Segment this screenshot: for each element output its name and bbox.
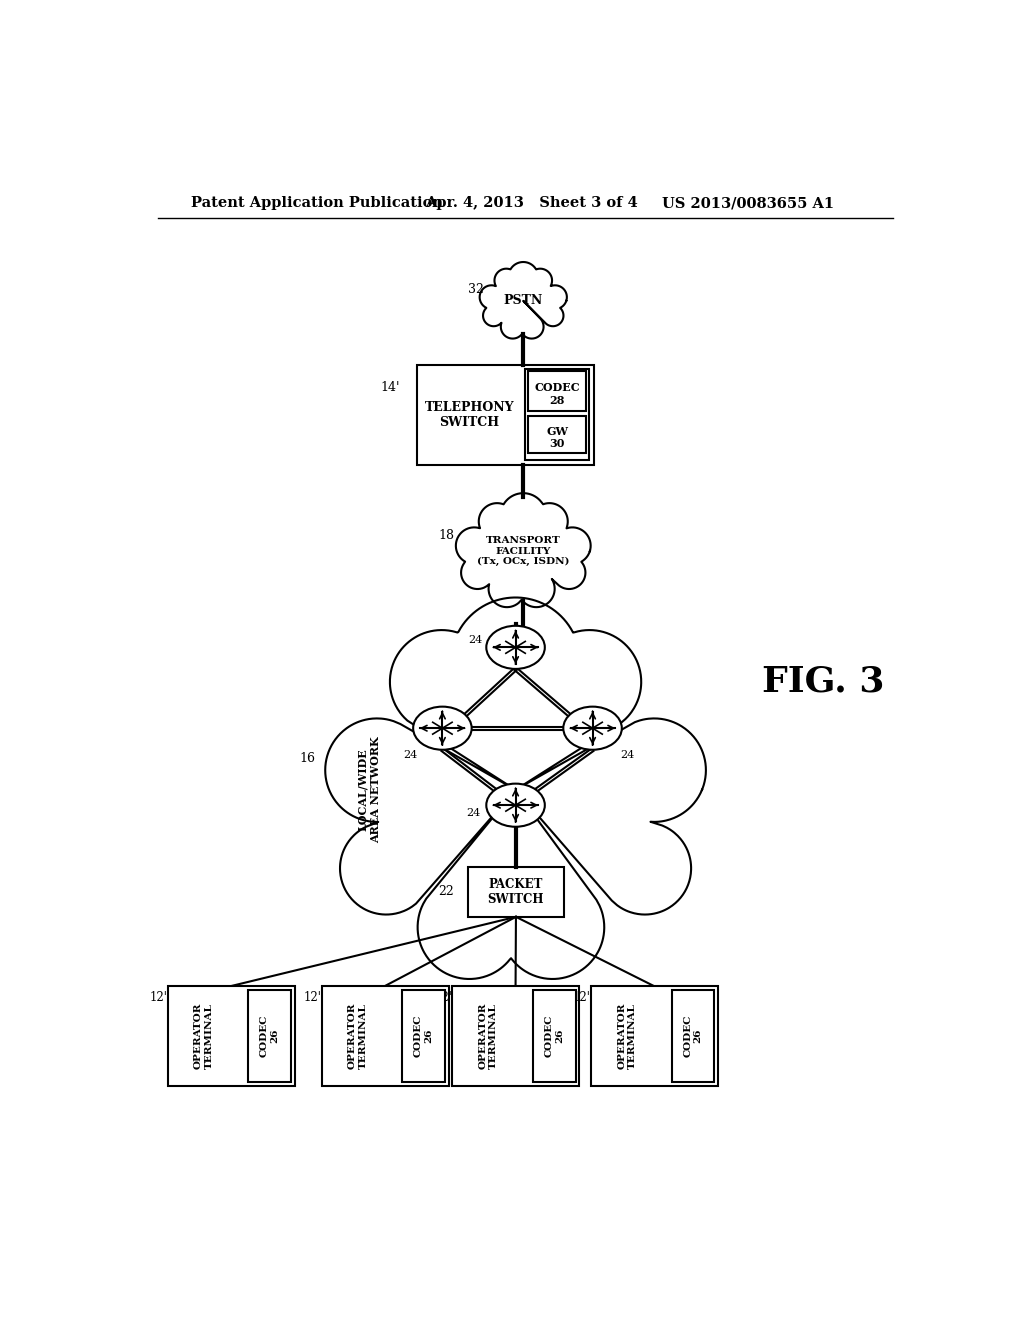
FancyBboxPatch shape	[528, 416, 587, 453]
Text: US 2013/0083655 A1: US 2013/0083655 A1	[662, 197, 834, 210]
Text: GW
30: GW 30	[546, 425, 568, 449]
FancyBboxPatch shape	[453, 986, 580, 1086]
Text: 24: 24	[621, 750, 634, 760]
Ellipse shape	[486, 626, 545, 669]
Text: OPERATOR
TERMINAL: OPERATOR TERMINAL	[348, 1003, 368, 1069]
Text: Apr. 4, 2013   Sheet 3 of 4: Apr. 4, 2013 Sheet 3 of 4	[425, 197, 638, 210]
Text: TELEPHONY
SWITCH: TELEPHONY SWITCH	[425, 401, 514, 429]
FancyBboxPatch shape	[168, 986, 295, 1086]
FancyBboxPatch shape	[524, 370, 590, 461]
Text: CODEC
28: CODEC 28	[535, 381, 580, 405]
FancyBboxPatch shape	[672, 990, 714, 1082]
Text: 14': 14'	[380, 381, 399, 395]
FancyBboxPatch shape	[249, 990, 291, 1082]
FancyBboxPatch shape	[417, 364, 594, 465]
Text: OPERATOR
TERMINAL: OPERATOR TERMINAL	[617, 1003, 637, 1069]
FancyBboxPatch shape	[528, 371, 587, 411]
Text: 12': 12'	[303, 991, 322, 1005]
FancyBboxPatch shape	[322, 986, 449, 1086]
Text: CODEC
26: CODEC 26	[260, 1015, 280, 1057]
FancyBboxPatch shape	[534, 990, 575, 1082]
Ellipse shape	[563, 706, 622, 750]
FancyBboxPatch shape	[402, 990, 444, 1082]
Text: CODEC
26: CODEC 26	[414, 1015, 433, 1057]
Text: 24: 24	[466, 808, 480, 818]
Text: PSTN: PSTN	[504, 294, 543, 308]
Text: 12': 12'	[150, 991, 167, 1005]
Text: LOCAL/WIDE
AREA NETWORK: LOCAL/WIDE AREA NETWORK	[357, 737, 381, 843]
Text: 32: 32	[468, 282, 483, 296]
Text: 22: 22	[438, 886, 454, 899]
Text: 24: 24	[468, 635, 482, 644]
FancyBboxPatch shape	[468, 867, 564, 917]
Text: OPERATOR
TERMINAL: OPERATOR TERMINAL	[479, 1003, 499, 1069]
Text: TRANSPORT
FACILITY
(Tx, OCx, ISDN): TRANSPORT FACILITY (Tx, OCx, ISDN)	[477, 536, 569, 566]
Text: PACKET
SWITCH: PACKET SWITCH	[487, 878, 544, 906]
Text: 18: 18	[438, 529, 455, 543]
Text: FIG. 3: FIG. 3	[762, 665, 885, 700]
Text: CODEC
26: CODEC 26	[683, 1015, 702, 1057]
Ellipse shape	[486, 784, 545, 826]
Text: 24: 24	[403, 750, 417, 760]
Text: Patent Application Publication: Patent Application Publication	[190, 197, 442, 210]
FancyBboxPatch shape	[591, 986, 718, 1086]
Text: 12': 12'	[434, 991, 453, 1005]
Text: 16: 16	[300, 752, 315, 766]
Text: CODEC
26: CODEC 26	[545, 1015, 564, 1057]
Text: OPERATOR
TERMINAL: OPERATOR TERMINAL	[194, 1003, 213, 1069]
Ellipse shape	[413, 706, 472, 750]
Text: 12': 12'	[572, 991, 591, 1005]
